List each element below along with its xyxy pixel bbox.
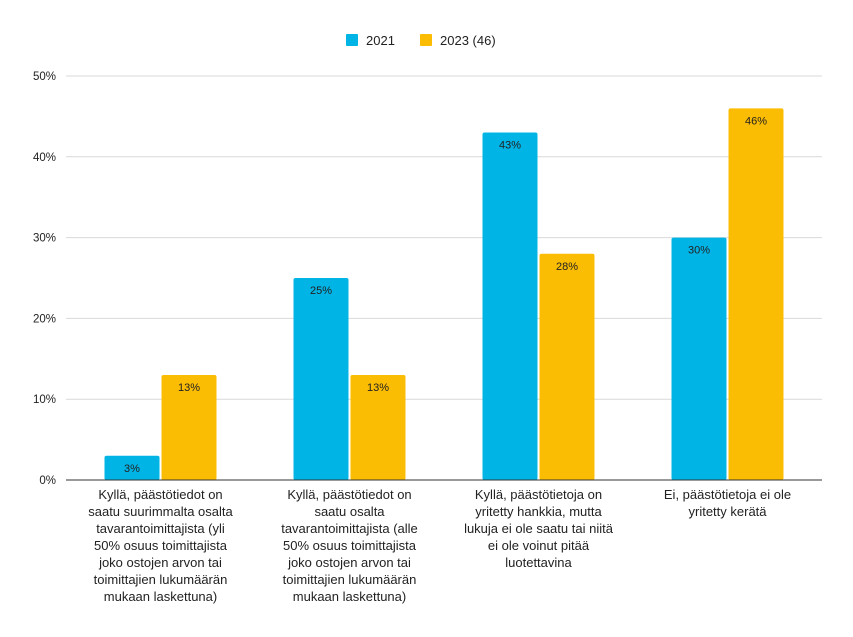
- data-label: 43%: [499, 140, 521, 152]
- category-label: Ei, päästötietoja ei ole yritetty kerätä: [664, 487, 791, 519]
- category-label-line: saatu suurimmalta osalta: [88, 504, 233, 519]
- category-label: Kyllä, päästötiedot on saatu suurimmalta …: [88, 487, 233, 604]
- category-label-line: joko ostojen arvon tai: [287, 555, 411, 570]
- legend-swatch: [420, 34, 432, 46]
- bar: [728, 108, 784, 480]
- bar: [350, 374, 406, 480]
- category-label-line: 50% osuus toimittajista: [283, 538, 417, 553]
- category-label-line: toimittajien lukumäärän: [283, 572, 417, 587]
- category-label-line: Ei, päästötietoja ei ole: [664, 487, 791, 502]
- category-label-line: lukuja ei ole saatu tai niitä: [464, 521, 614, 536]
- data-label: 3%: [124, 463, 140, 475]
- category-label-line: 50% osuus toimittajista: [94, 538, 228, 553]
- y-tick-label: 10%: [33, 394, 56, 406]
- category-label-line: mukaan laskettuna): [293, 589, 406, 604]
- legend-label: 2023 (46): [440, 33, 496, 48]
- data-label: 30%: [688, 245, 710, 257]
- category-label-line: saatu osalta: [314, 504, 385, 519]
- category-label-line: joko ostojen arvon tai: [98, 555, 222, 570]
- category-label-line: Kyllä, päästötiedot on: [98, 487, 222, 502]
- bar: [671, 237, 727, 480]
- category-label: Kyllä, päästötietoja on yritetty hankkia,…: [464, 487, 614, 570]
- data-label: 13%: [178, 382, 200, 394]
- y-tick-label: 50%: [33, 71, 56, 83]
- y-axis-ticks: 0% 10% 20% 30% 40% 50%: [33, 71, 56, 487]
- category-label-line: Kyllä, päästötietoja on: [475, 487, 602, 502]
- category-label-line: toimittajien lukumäärän: [94, 572, 228, 587]
- legend-label: 2021: [366, 33, 395, 48]
- y-tick-label: 40%: [33, 152, 56, 164]
- category-label-line: tavarantoimittajista (yli: [96, 521, 225, 536]
- bar: [539, 253, 595, 480]
- category-labels: Kyllä, päästötiedot on saatu suurimmalta …: [88, 487, 791, 604]
- category-label-line: mukaan laskettuna): [104, 589, 217, 604]
- y-tick-label: 30%: [33, 233, 56, 245]
- category-label-line: yritetty kerätä: [688, 504, 767, 519]
- data-label: 13%: [367, 382, 389, 394]
- bar: [161, 374, 217, 480]
- bar: [482, 132, 538, 480]
- bar: [104, 455, 160, 480]
- data-label: 25%: [310, 285, 332, 297]
- legend-swatch: [346, 34, 358, 46]
- y-tick-label: 20%: [33, 313, 56, 325]
- legend: 2021 2023 (46): [346, 33, 496, 48]
- category-label-line: ei ole voinut pitää: [488, 538, 590, 553]
- category-label-line: Kyllä, päästötiedot on: [287, 487, 411, 502]
- data-label: 28%: [556, 261, 578, 273]
- category-label: Kyllä, päästötiedot on saatu osalta tavara…: [281, 487, 418, 604]
- category-label-line: yritetty hankkia, mutta: [475, 504, 602, 519]
- data-label: 46%: [745, 115, 767, 127]
- bars: [104, 108, 784, 480]
- bar: [293, 278, 349, 480]
- category-label-line: luotettavina: [505, 555, 572, 570]
- y-tick-label: 0%: [39, 475, 56, 487]
- data-labels: 3% 13% 25% 13% 43% 28% 30% 46%: [124, 115, 767, 474]
- category-label-line: tavarantoimittajista (alle: [281, 521, 418, 536]
